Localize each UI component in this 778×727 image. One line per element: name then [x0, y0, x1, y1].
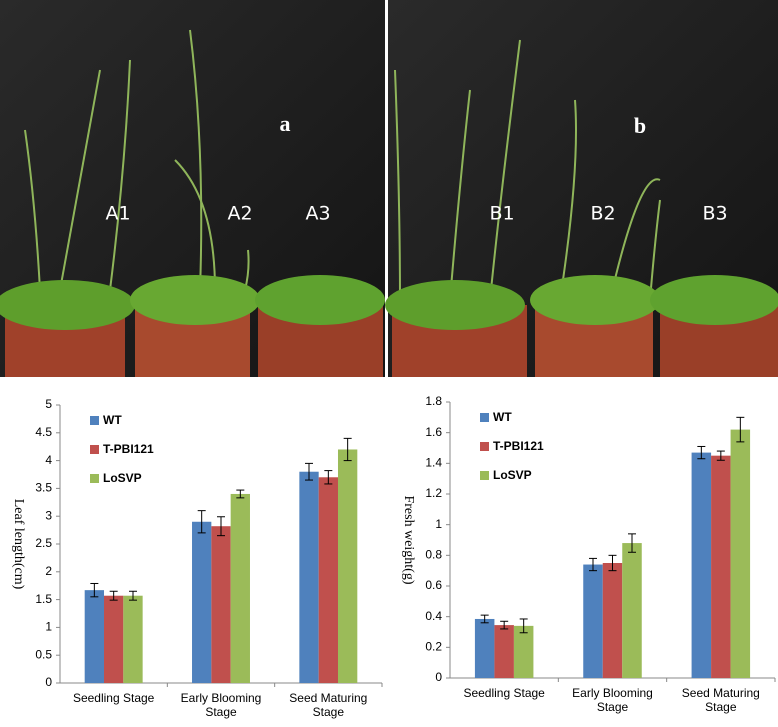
x-tick-label: Early Blooming Stage: [572, 686, 653, 714]
bar: [730, 429, 751, 678]
y-tick-label: 1.5: [35, 592, 52, 606]
error-bar: [697, 445, 706, 460]
legend-label: LoSVP: [103, 471, 142, 485]
rosette: [255, 275, 385, 325]
y-tick-label: 1.6: [425, 425, 442, 439]
y-tick-label: 1.2: [425, 486, 442, 500]
x-tick-label: Seedling Stage: [73, 691, 155, 705]
error-bar: [324, 470, 333, 485]
legend-label: T-PBI121: [493, 439, 544, 453]
error-bar: [128, 590, 137, 601]
bar: [84, 590, 105, 683]
y-tick-label: 0: [435, 670, 442, 684]
error-bar: [217, 516, 225, 537]
legend-swatch: [90, 474, 99, 483]
bar: [123, 595, 143, 683]
bar: [192, 521, 212, 683]
photo-a: [0, 0, 385, 377]
y-tick-label: 4.5: [35, 425, 52, 439]
bar: [494, 625, 514, 678]
legend-label: T-PBI121: [103, 442, 154, 456]
error-bar: [305, 462, 314, 481]
bar: [474, 618, 495, 678]
y-tick-label: 0.4: [425, 609, 442, 623]
stems: [24, 29, 250, 291]
panel-letter: a: [280, 111, 291, 136]
bar: [299, 471, 319, 683]
y-tick-label: 5: [45, 397, 52, 411]
error-bar: [628, 533, 636, 553]
error-bar: [589, 557, 597, 572]
plant-label: B2: [590, 203, 615, 225]
legend-swatch: [480, 442, 489, 451]
legend-label: WT: [493, 410, 512, 424]
y-tick-label: 0.2: [425, 640, 442, 654]
error-bar: [500, 620, 509, 630]
x-tick-label: Seed Maturing Stage: [682, 686, 760, 714]
error-bar: [343, 437, 352, 462]
legend-swatch: [90, 416, 99, 425]
bar: [602, 563, 623, 678]
y-tick-label: 1.8: [425, 394, 442, 408]
legend-swatch: [90, 445, 99, 454]
legend-swatch: [480, 471, 489, 480]
y-tick-label: 2: [45, 564, 52, 578]
bar: [104, 595, 124, 683]
error-bar: [90, 582, 99, 598]
y-tick-label: 4: [45, 453, 52, 467]
y-tick-label: 1: [45, 620, 52, 634]
rosette: [530, 275, 660, 325]
y-tick-label: 0: [45, 675, 52, 689]
rosette: [650, 275, 778, 325]
plant-label: B1: [489, 203, 514, 225]
y-tick-label: 3.5: [35, 481, 52, 495]
rosette: [385, 280, 525, 330]
bar: [622, 543, 642, 678]
y-tick-label: 0.6: [425, 578, 442, 592]
y-axis-title: Fresh weight(g): [401, 495, 416, 584]
error-bar: [736, 416, 745, 443]
error-bar: [608, 554, 617, 572]
bar: [513, 625, 534, 678]
y-tick-label: 2.5: [35, 536, 52, 550]
plant-label: A2: [227, 203, 252, 225]
legend-label: LoSVP: [493, 468, 532, 482]
rosette: [130, 275, 260, 325]
y-tick-label: 1: [435, 517, 442, 531]
plant-label: A3: [305, 203, 330, 225]
bar: [318, 477, 338, 683]
bar: [583, 564, 603, 678]
legend-swatch: [480, 413, 489, 422]
error-bar: [197, 510, 206, 534]
y-tick-label: 0.8: [425, 548, 442, 562]
photo-b: [385, 0, 778, 377]
x-tick-label: Seedling Stage: [463, 686, 545, 700]
panel-letter: b: [634, 113, 646, 138]
x-tick-label: Seed Maturing Stage: [289, 691, 367, 719]
y-axis-title: Leaf length(cm): [11, 499, 26, 590]
legend-label: WT: [103, 413, 122, 427]
bar: [211, 526, 231, 683]
error-bar: [236, 489, 245, 499]
y-tick-label: 0.5: [35, 647, 52, 661]
plant-label: B3: [702, 203, 727, 225]
bar: [711, 455, 731, 678]
x-tick-label: Early Blooming Stage: [181, 691, 262, 719]
plant-label: A1: [105, 203, 130, 225]
bar: [337, 449, 358, 683]
error-bar: [480, 614, 489, 624]
error-bar: [716, 450, 725, 461]
y-tick-label: 1.4: [425, 456, 442, 470]
bar: [230, 493, 250, 683]
error-bar: [109, 590, 118, 601]
bar: [691, 452, 712, 678]
rosette: [0, 280, 135, 330]
error-bar: [519, 618, 528, 634]
y-tick-label: 3: [45, 508, 52, 522]
